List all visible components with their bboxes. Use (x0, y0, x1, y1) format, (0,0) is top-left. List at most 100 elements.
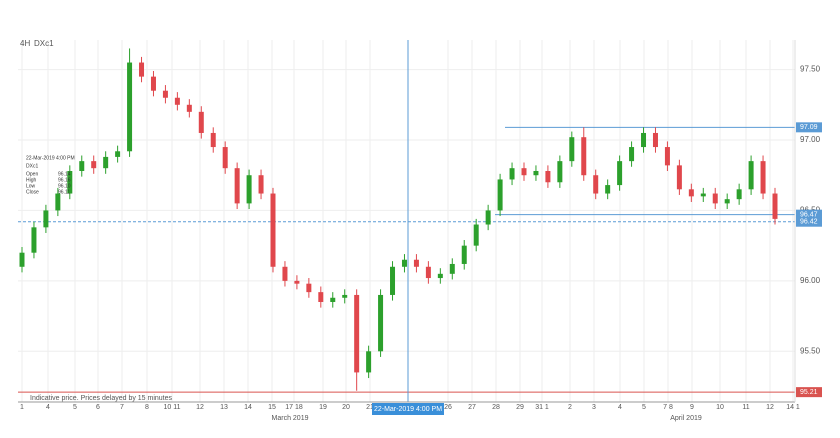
x-tick-label: 11 (742, 404, 749, 411)
x-tick-label: 1 (20, 404, 24, 411)
candle-body (378, 294, 384, 352)
x-tick-label: 7 (120, 404, 124, 411)
info-symbol: DXc1 (26, 163, 38, 169)
candle-body (318, 292, 324, 302)
info-box: 22-Mar-2019 4:00 PM DXc1 Open 96.14 High… (26, 155, 75, 195)
candle-body (461, 245, 467, 264)
x-tick-label: 17 18 (285, 404, 303, 411)
candle-body (617, 161, 623, 186)
candle-body (485, 210, 491, 225)
candle-body (306, 283, 312, 293)
month-label: March 2019 (272, 415, 309, 422)
candle-body (581, 137, 587, 176)
candle-body (115, 151, 121, 157)
candle-body (724, 199, 730, 204)
x-tick-label: 6 (96, 404, 100, 411)
level-box (796, 122, 822, 133)
x-tick-label: 15 (268, 404, 276, 411)
level-label: 96.42 (800, 219, 818, 226)
x-tick-label: 10 11 (164, 404, 181, 411)
x-tick-label: 13 (220, 404, 228, 411)
candle-body (509, 168, 515, 180)
candle-body (676, 165, 682, 190)
note: Indicative price. Prices delayed by 15 m… (30, 395, 173, 402)
candle-body (641, 132, 647, 148)
x-tick-label: 26 (444, 404, 452, 411)
info-value: 96.10 (58, 183, 71, 189)
x-tick-label: 12 (766, 404, 774, 411)
candle-body (198, 111, 204, 133)
x-tick-label: 28 (492, 404, 500, 411)
candle-body (449, 263, 455, 274)
candle-body (593, 175, 599, 194)
level-label: 96.47 (800, 212, 818, 219)
candle-body (222, 147, 228, 169)
candle-body (31, 227, 37, 253)
x-tick-label: 8 (145, 404, 149, 411)
candle-body (342, 294, 348, 298)
candle-body (127, 62, 133, 152)
x-tick-label: 14 1 (786, 404, 800, 411)
x-tick-label: 5 (73, 404, 77, 411)
candle-body (139, 62, 145, 77)
info-value: 96.16 (58, 177, 71, 183)
candle-body (688, 189, 694, 197)
candle-body (736, 189, 742, 200)
x-tick-label: 7 8 (663, 404, 673, 411)
candle-body (473, 224, 479, 246)
candle-body (330, 297, 336, 302)
symbol: DXc1 (34, 39, 54, 48)
y-tick-label: 97.00 (800, 135, 821, 144)
candle-body (234, 168, 240, 204)
candle-body (282, 266, 288, 281)
candle-body (43, 210, 49, 228)
x-tick-label: 31 1 (535, 404, 549, 411)
x-tick-label: 29 (516, 404, 524, 411)
candle-body (162, 90, 168, 98)
candle-body (533, 170, 539, 176)
x-tick-label: 21 (366, 404, 374, 411)
x-tick-label: 19 (319, 404, 327, 411)
x-tick-label: 14 (244, 404, 252, 411)
y-tick-label: 95.50 (800, 346, 821, 355)
candle-body (174, 97, 180, 105)
candle-body (91, 161, 97, 169)
candle-body (150, 76, 156, 91)
level-box (796, 209, 822, 220)
y-tick-label: 96.00 (800, 276, 821, 285)
candle-body (413, 259, 419, 267)
candle-body (67, 170, 73, 194)
candle-body (605, 185, 611, 194)
candle-body (294, 280, 300, 284)
candle-body (748, 161, 754, 190)
candle-body (712, 193, 718, 204)
candle-body (186, 104, 192, 112)
candle-body (401, 259, 407, 267)
x-tick-label: 2 (568, 404, 572, 411)
info-date: 22-Mar-2019 4:00 PM (26, 155, 75, 161)
timeframe: 4H (20, 39, 30, 48)
info-value: 96.11 (58, 189, 70, 195)
info-label: Open (26, 171, 38, 177)
candle-body (270, 193, 276, 267)
candle-body (425, 266, 431, 279)
x-tick-label: 5 (642, 404, 646, 411)
candle-body (664, 147, 670, 166)
x-tick-label: 4 (618, 404, 622, 411)
x-tick-label: 20 (342, 404, 350, 411)
candle-body (55, 193, 61, 211)
x-tick-label: 3 (592, 404, 596, 411)
candle-body (652, 132, 658, 148)
info-label: High (26, 177, 37, 183)
y-tick-label: 97.50 (800, 65, 821, 74)
level-label: 95.21 (800, 389, 818, 396)
candle-body (258, 175, 264, 194)
candle-body (19, 252, 25, 267)
crosshair-box (372, 403, 444, 415)
info-label: Close (26, 189, 39, 195)
level-box (796, 387, 822, 398)
candle-body (246, 175, 252, 204)
candle-body (390, 266, 396, 295)
x-tick-label: 4 (46, 404, 50, 411)
